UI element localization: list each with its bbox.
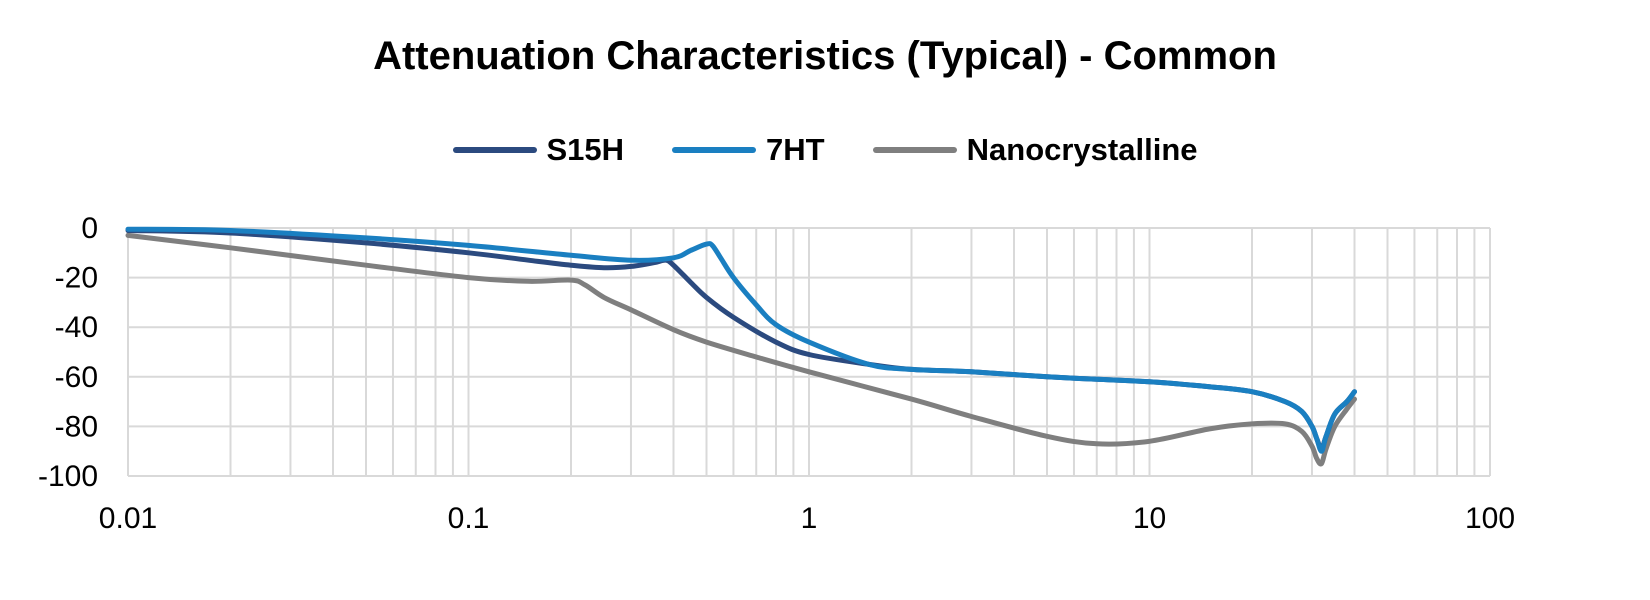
- series-line-nanocrystalline: [125, 232, 1357, 467]
- legend-label-nanocrystalline: Nanocrystalline: [966, 132, 1198, 167]
- legend-item-s15h: S15H: [452, 132, 625, 168]
- series-lines: [125, 226, 1357, 467]
- legend-swatch-nanocrystalline: [872, 147, 957, 153]
- legend-swatch-7ht: [672, 147, 757, 153]
- x-tick-label: 0.01: [99, 502, 157, 535]
- x-tick-label: 1: [801, 502, 818, 535]
- y-tick-label: -40: [55, 311, 98, 344]
- y-tick-label: 0: [81, 212, 98, 245]
- y-tick-label: -20: [55, 262, 98, 295]
- chart-title: Attenuation Characteristics (Typical) - …: [373, 34, 1277, 78]
- grid: [127, 227, 1491, 477]
- series-line-s15h: [125, 228, 1357, 452]
- legend-label-s15h: S15H: [546, 132, 625, 167]
- legend-swatch-s15h: [452, 147, 537, 153]
- x-tick-label: 100: [1465, 502, 1515, 535]
- x-tick-label: 10: [1133, 502, 1166, 535]
- y-tick-label: -80: [55, 410, 98, 443]
- y-tick-label: -60: [55, 361, 98, 394]
- x-tick-label: 0.1: [448, 502, 490, 535]
- legend-item-7ht: 7HT: [672, 132, 825, 168]
- y-tick-label: -100: [38, 460, 98, 493]
- legend-label-7ht: 7HT: [766, 132, 825, 167]
- legend: S15H 7HT Nanocrystalline: [0, 132, 1650, 168]
- series-line-7ht: [125, 226, 1357, 454]
- legend-item-nanocrystalline: Nanocrystalline: [872, 132, 1198, 168]
